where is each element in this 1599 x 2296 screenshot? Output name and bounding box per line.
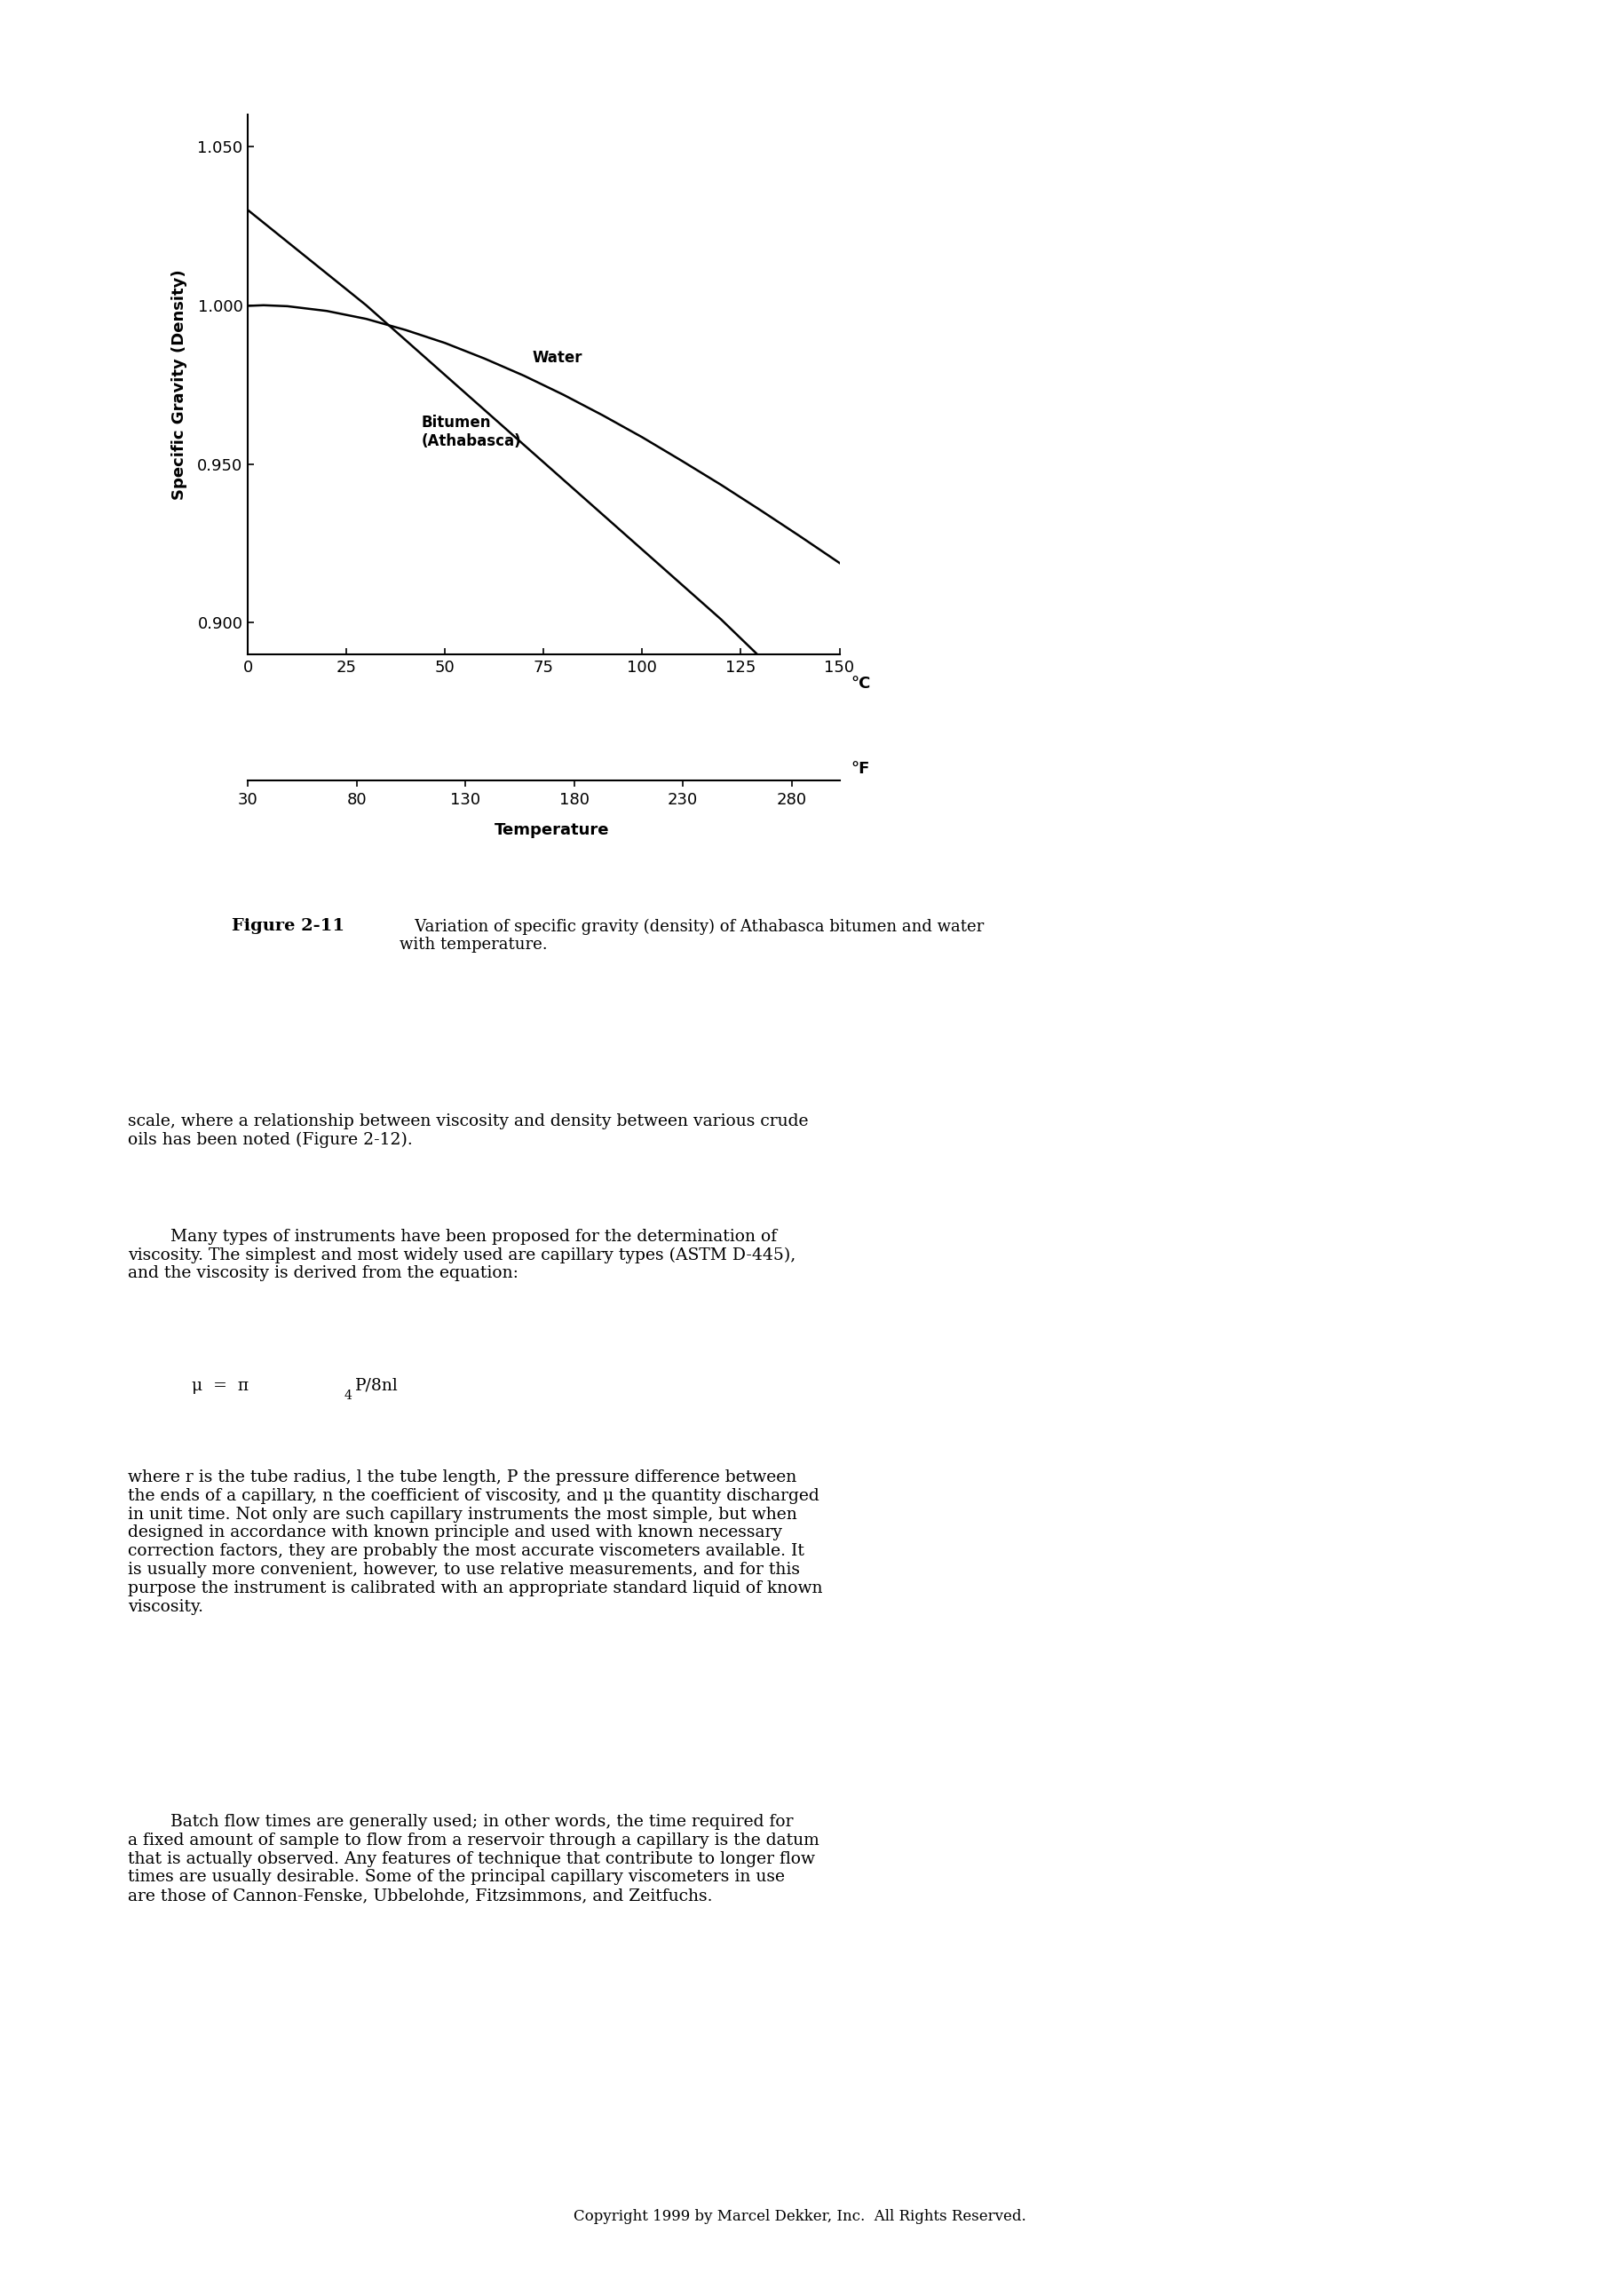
Text: °C: °C — [851, 675, 871, 691]
Text: Figure 2-11: Figure 2-11 — [232, 918, 345, 934]
Y-axis label: Specific Gravity (Density): Specific Gravity (Density) — [171, 269, 187, 501]
Text: Many types of instruments have been proposed for the determination of
viscosity.: Many types of instruments have been prop… — [128, 1228, 796, 1281]
Text: Water: Water — [532, 349, 582, 365]
Text: °F: °F — [851, 762, 870, 776]
Text: Copyright 1999 by Marcel Dekker, Inc.  All Rights Reserved.: Copyright 1999 by Marcel Dekker, Inc. Al… — [572, 2209, 1027, 2225]
Text: μ  =  π: μ = π — [192, 1378, 249, 1394]
Text: Bitumen
(Athabasca): Bitumen (Athabasca) — [422, 416, 521, 450]
Text: where r is the tube radius, l the tube length, P the pressure difference between: where r is the tube radius, l the tube l… — [128, 1469, 822, 1614]
Text: Batch flow times are generally used; in other words, the time required for
a fix: Batch flow times are generally used; in … — [128, 1814, 819, 1903]
Text: scale, where a relationship between viscosity and density between various crude
: scale, where a relationship between visc… — [128, 1114, 809, 1148]
Text: P/8nl: P/8nl — [355, 1378, 398, 1394]
Text: Variation of specific gravity (density) of Athabasca bitumen and water
with temp: Variation of specific gravity (density) … — [400, 918, 983, 953]
Text: 4: 4 — [344, 1389, 352, 1401]
Text: Temperature: Temperature — [494, 822, 609, 838]
